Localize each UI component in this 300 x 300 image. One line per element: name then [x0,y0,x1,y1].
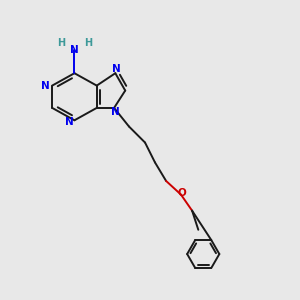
Text: N: N [70,45,79,55]
Text: N: N [111,107,120,117]
Text: H: H [57,38,65,49]
Text: N: N [41,81,50,91]
Text: O: O [178,188,187,198]
Text: H: H [84,38,92,49]
Text: N: N [112,64,121,74]
Text: N: N [64,116,74,127]
